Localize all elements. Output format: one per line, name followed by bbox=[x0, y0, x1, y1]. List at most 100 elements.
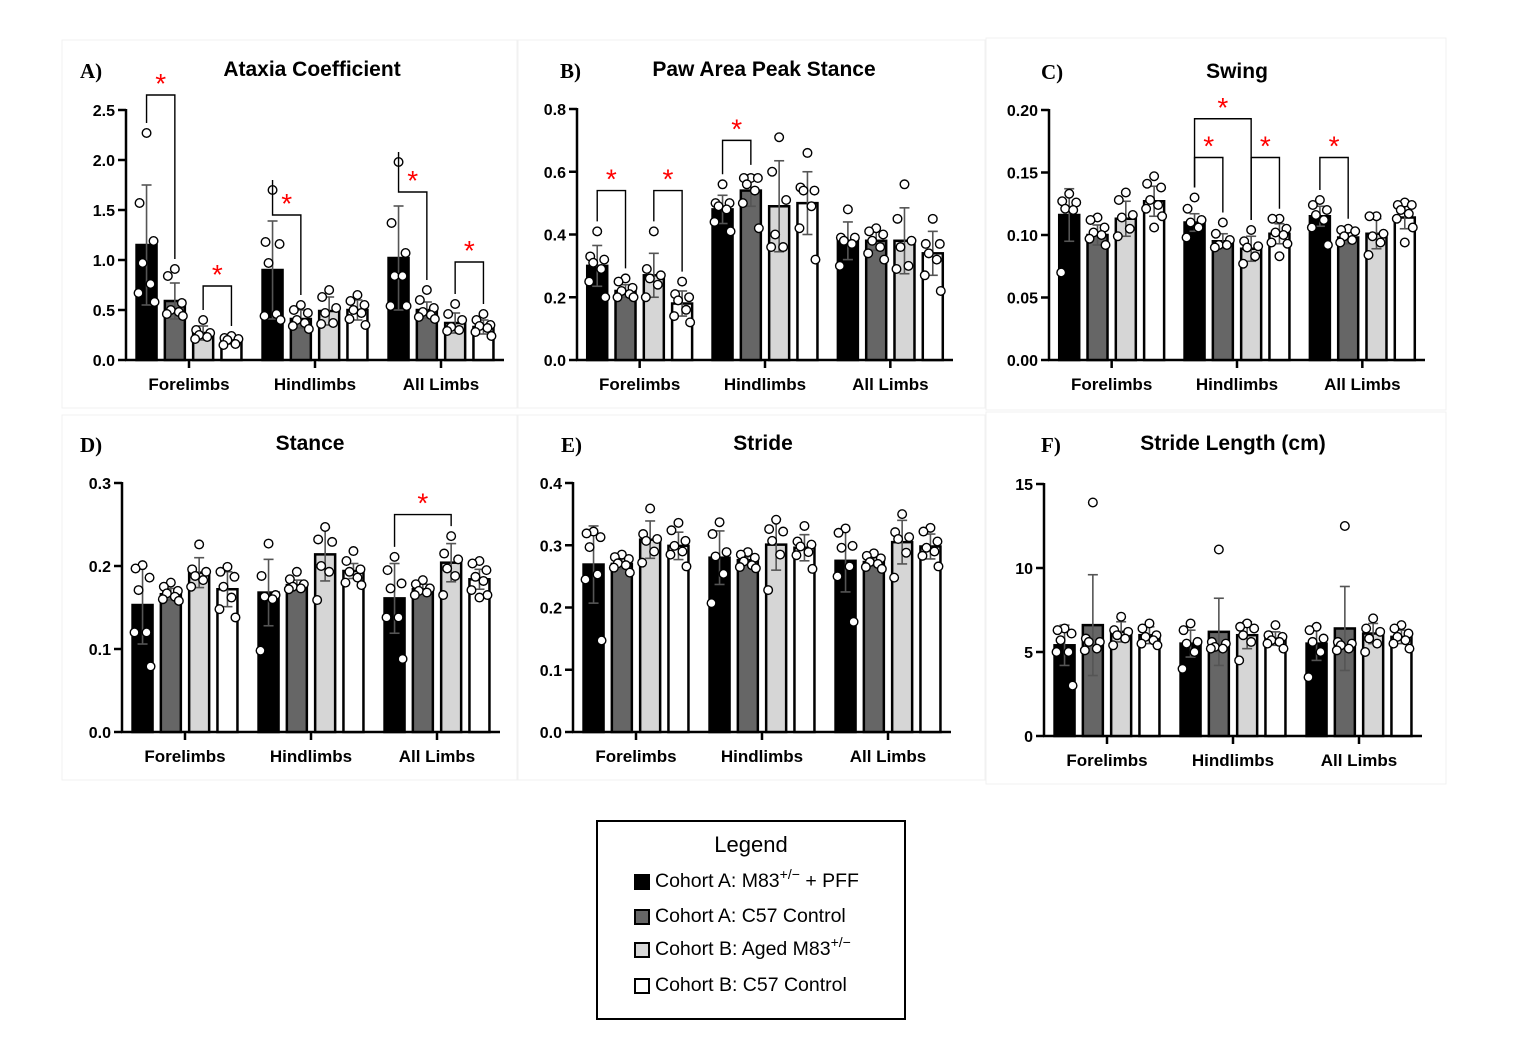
panel-a-data-point bbox=[413, 312, 424, 323]
panel-f-data-point bbox=[1177, 663, 1188, 674]
panel-c-data-point bbox=[1266, 237, 1277, 248]
panel-b-data-point bbox=[923, 248, 934, 259]
panel-d-bar bbox=[285, 583, 309, 734]
panel-d-significance-bracket bbox=[393, 513, 452, 547]
panel-d-category-label: All Limbs bbox=[399, 747, 476, 766]
panel-a-data-point bbox=[303, 324, 314, 335]
panel-d-data-point bbox=[474, 592, 485, 603]
panel-e-data-point bbox=[584, 542, 595, 553]
panel-a-data-point bbox=[259, 311, 270, 322]
panel-a-category-label: All Limbs bbox=[403, 375, 480, 394]
panel-d-data-point bbox=[230, 612, 241, 623]
panel-e-data-point bbox=[592, 569, 603, 580]
panel-b-y-tick-label: 0.0 bbox=[544, 353, 566, 370]
panel-c-y-tick-label: 0.05 bbox=[1007, 291, 1038, 308]
panel-e-data-point bbox=[921, 542, 932, 553]
panel-c-data-point bbox=[1250, 251, 1261, 262]
panel-c-data-point bbox=[1364, 211, 1375, 222]
panel-a-data-point bbox=[230, 339, 241, 350]
panel-c-data-point bbox=[1193, 222, 1204, 233]
panel-d-data-point bbox=[226, 592, 237, 603]
panel-d-data-point bbox=[327, 536, 338, 547]
panel-d-data-point bbox=[295, 583, 306, 594]
panel-f-data-point bbox=[1083, 636, 1094, 647]
panel-c-data-point bbox=[1347, 234, 1358, 245]
panel-e-bar bbox=[610, 562, 634, 734]
panel-a-data-point bbox=[287, 321, 298, 332]
panel-f-data-point bbox=[1205, 643, 1216, 654]
panel-f-bar bbox=[1235, 633, 1259, 738]
panel-a-y-tick-label: 2.0 bbox=[93, 153, 115, 170]
panel-b-category-label: All Limbs bbox=[852, 375, 929, 394]
panel-a-significance-bracket bbox=[271, 180, 302, 295]
panel-c-data-point bbox=[1210, 228, 1221, 239]
panel-d-data-point bbox=[470, 571, 481, 582]
panel-e-data-point bbox=[677, 546, 688, 557]
panel-f-data-point bbox=[1315, 647, 1326, 658]
panel-c-significance-star: * bbox=[1260, 131, 1271, 162]
panel-d-data-point bbox=[283, 584, 294, 595]
panel-c-data-point bbox=[1310, 209, 1321, 220]
panel-d-data-point bbox=[421, 587, 432, 598]
panel-d-data-point bbox=[382, 565, 393, 576]
panel-c-data-point bbox=[1314, 194, 1325, 205]
panel-b-data-point bbox=[906, 235, 917, 246]
panel-f-data-point bbox=[1400, 635, 1411, 646]
panel-c-bar bbox=[1183, 221, 1206, 362]
panel-c-bar bbox=[1211, 240, 1235, 362]
panel-b-data-point bbox=[927, 213, 938, 224]
panel-b-data-point bbox=[846, 238, 857, 249]
panel-a-significance-star: * bbox=[281, 188, 292, 219]
panel-b-y-tick-label: 0.8 bbox=[544, 102, 566, 119]
panel-e-bar bbox=[862, 560, 886, 734]
panel-a-data-point bbox=[190, 334, 201, 345]
legend-item-cohort-b-aged-m83: Cohort B: Aged M83+/− bbox=[634, 935, 851, 961]
panel-f-data-point bbox=[1217, 643, 1228, 654]
panel-a-data-point bbox=[302, 308, 313, 319]
panel-e-data-point bbox=[897, 509, 908, 520]
panel-e-bar bbox=[890, 540, 914, 734]
panel-b-data-point bbox=[596, 264, 607, 275]
panel-b-data-point bbox=[879, 254, 890, 265]
panel-f-category-label: All Limbs bbox=[1321, 751, 1398, 770]
panel-a-data-point bbox=[328, 318, 339, 329]
panel-f-data-point bbox=[1079, 645, 1090, 656]
panel-f-data-point bbox=[1108, 640, 1119, 651]
panel-a-data-point bbox=[320, 308, 331, 319]
panel-d-data-point bbox=[133, 585, 144, 596]
panel-c-data-point bbox=[1149, 222, 1160, 233]
panel-a-data-point bbox=[295, 300, 306, 311]
panel-f-data-point bbox=[1339, 521, 1350, 532]
panel-d-data-point bbox=[256, 570, 267, 581]
panel-d-letter: D) bbox=[80, 433, 102, 457]
panel-a-data-point bbox=[352, 290, 363, 301]
panel-c-data-point bbox=[1322, 239, 1333, 250]
panel-b-data-point bbox=[934, 238, 945, 249]
panel-e-y-tick-label: 0.4 bbox=[540, 476, 562, 493]
panel-d-data-point bbox=[215, 566, 226, 577]
panel-e-bar bbox=[919, 545, 942, 734]
panel-f-y-tick-label: 10 bbox=[1015, 561, 1033, 578]
panel-a-data-point bbox=[356, 308, 367, 319]
panel-c-data-point bbox=[1100, 239, 1111, 250]
panel-d-data-point bbox=[130, 563, 141, 574]
panel-f-data-point bbox=[1091, 643, 1102, 654]
panel-c-data-point bbox=[1056, 267, 1067, 278]
panel-c-data-point bbox=[1149, 171, 1160, 182]
panel-a-data-point bbox=[385, 301, 396, 312]
panel-c-title: Swing bbox=[1206, 60, 1268, 83]
panel-c-category-label: All Limbs bbox=[1324, 375, 1401, 394]
panel-c-data-point bbox=[1142, 178, 1153, 189]
panel-b-data-point bbox=[810, 254, 821, 265]
panel-d-data-point bbox=[190, 570, 201, 581]
panel-c-data-point bbox=[1185, 217, 1196, 228]
panel-b-significance-bracket bbox=[596, 189, 627, 269]
panel-d-data-point bbox=[173, 595, 184, 606]
panel-b-data-point bbox=[644, 273, 655, 284]
panel-e-data-point bbox=[775, 549, 786, 560]
panel-d-data-point bbox=[450, 570, 461, 581]
panel-a-data-point bbox=[161, 309, 172, 320]
panel-a-data-point bbox=[443, 309, 454, 320]
panel-b-data-point bbox=[809, 185, 820, 196]
panel-b-data-point bbox=[935, 285, 946, 296]
